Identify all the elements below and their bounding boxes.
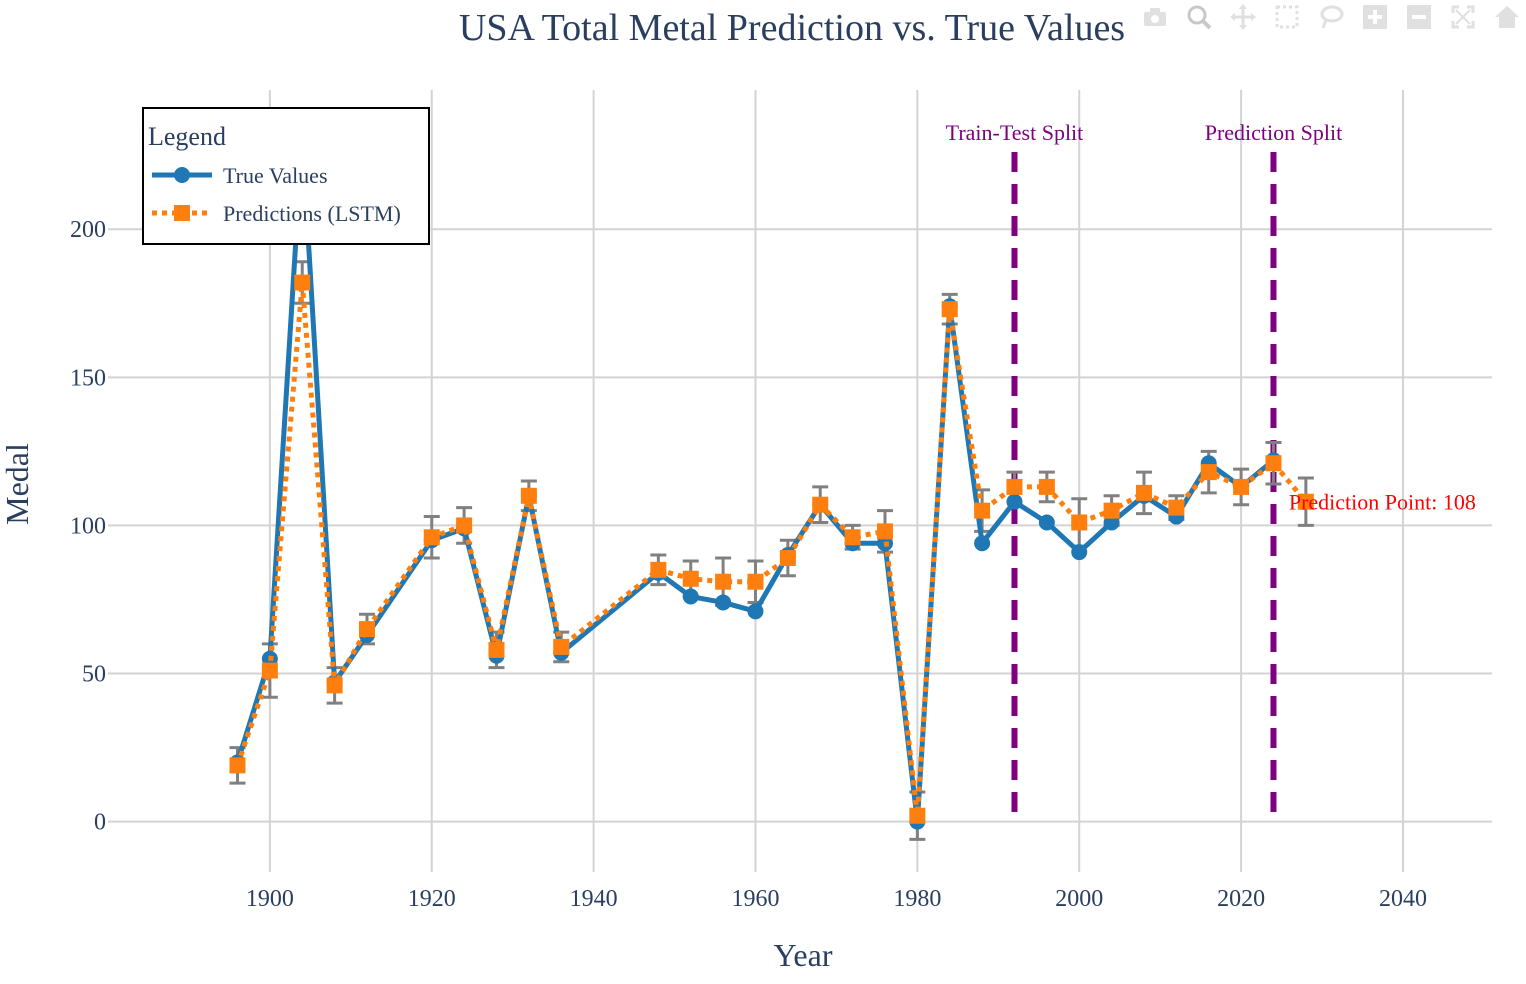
true-value-point [1071, 544, 1088, 561]
prediction-point [1135, 484, 1152, 501]
y-axis-title: Medal [0, 443, 35, 525]
x-tick-label: 1980 [893, 886, 941, 912]
prediction-point [974, 502, 991, 519]
x-tick-label: 2020 [1217, 886, 1265, 912]
zoom-out-icon[interactable] [1404, 2, 1434, 32]
grid-lines [108, 90, 1492, 872]
zoom-in-icon[interactable] [1360, 2, 1390, 32]
prediction-point [876, 523, 893, 540]
legend-item-true-values[interactable]: True Values [152, 163, 328, 188]
prediction-point [1168, 499, 1185, 516]
prediction-point [261, 662, 278, 679]
prediction-point [520, 487, 537, 504]
y-tick-label: 0 [94, 810, 106, 836]
legend-label-true: True Values [223, 163, 328, 188]
prediction-point [1297, 493, 1314, 510]
prediction-point [1038, 478, 1055, 495]
prediction-point [1233, 478, 1250, 495]
prediction-annotation: Prediction Point: 108 [1289, 490, 1476, 515]
y-tick-label: 150 [70, 365, 106, 391]
y-tick-label: 100 [70, 513, 106, 539]
x-tick-label: 1960 [731, 886, 779, 912]
y-tick-label: 200 [70, 217, 106, 243]
prediction-point [812, 496, 829, 513]
true-value-point [747, 603, 764, 620]
prediction-point [682, 570, 699, 587]
true-value-point [682, 588, 699, 605]
modebar [1140, 0, 1522, 34]
box-select-icon[interactable] [1272, 2, 1302, 32]
x-axis-title: Year [774, 937, 833, 973]
prediction-point [358, 621, 375, 638]
x-tick-label: 1940 [570, 886, 618, 912]
x-tick-label: 1900 [246, 886, 294, 912]
autoscale-icon[interactable] [1448, 2, 1478, 32]
x-axis-ticks: 1900 1920 1940 1960 1980 2000 2020 2040 [246, 886, 1427, 912]
camera-icon[interactable] [1140, 2, 1170, 32]
x-tick-label: 2040 [1379, 886, 1427, 912]
home-icon[interactable] [1492, 2, 1522, 32]
chart-title: USA Total Metal Prediction vs. True Valu… [459, 7, 1125, 49]
prediction-point [326, 677, 343, 694]
pan-icon[interactable] [1228, 2, 1258, 32]
prediction-point [294, 274, 311, 291]
prediction-point [1265, 455, 1282, 472]
prediction-point [1071, 514, 1088, 531]
legend-marker-circle [174, 167, 190, 183]
legend[interactable]: Legend True Values Predictions (LSTM) [142, 107, 430, 245]
lasso-icon[interactable] [1316, 2, 1346, 32]
y-axis-ticks: 0 50 100 150 200 [70, 217, 106, 835]
prediction-point [456, 517, 473, 534]
prediction-point [779, 550, 796, 567]
true-value-point [1038, 514, 1055, 531]
legend-title: Legend [148, 122, 226, 151]
prediction-point [844, 529, 861, 546]
prediction-point [909, 807, 926, 824]
true-value-point [974, 535, 991, 552]
y-tick-label: 50 [82, 662, 106, 688]
prediction-point [715, 573, 732, 590]
annotations-layer: Prediction Point: 108 [1289, 490, 1476, 515]
split-line-label: Train-Test Split [946, 120, 1084, 145]
prediction-point [650, 561, 667, 578]
legend-marker-square [174, 205, 190, 221]
prediction-point [423, 529, 440, 546]
x-tick-label: 2000 [1055, 886, 1103, 912]
true-value-point [715, 594, 732, 611]
prediction-point [747, 573, 764, 590]
prediction-point [488, 641, 505, 658]
prediction-point [553, 638, 570, 655]
prediction-point [1200, 464, 1217, 481]
true-value-point [1006, 493, 1023, 510]
legend-label-pred: Predictions (LSTM) [223, 201, 401, 226]
x-tick-label: 1920 [408, 886, 456, 912]
prediction-point [1006, 478, 1023, 495]
series-line-predictions [235, 282, 1308, 817]
prediction-point [229, 757, 246, 774]
prediction-point [1103, 502, 1120, 519]
zoom-icon[interactable] [1184, 2, 1214, 32]
prediction-point [941, 301, 958, 318]
legend-item-predictions[interactable]: Predictions (LSTM) [152, 201, 401, 226]
split-line-label: Prediction Split [1205, 120, 1343, 145]
